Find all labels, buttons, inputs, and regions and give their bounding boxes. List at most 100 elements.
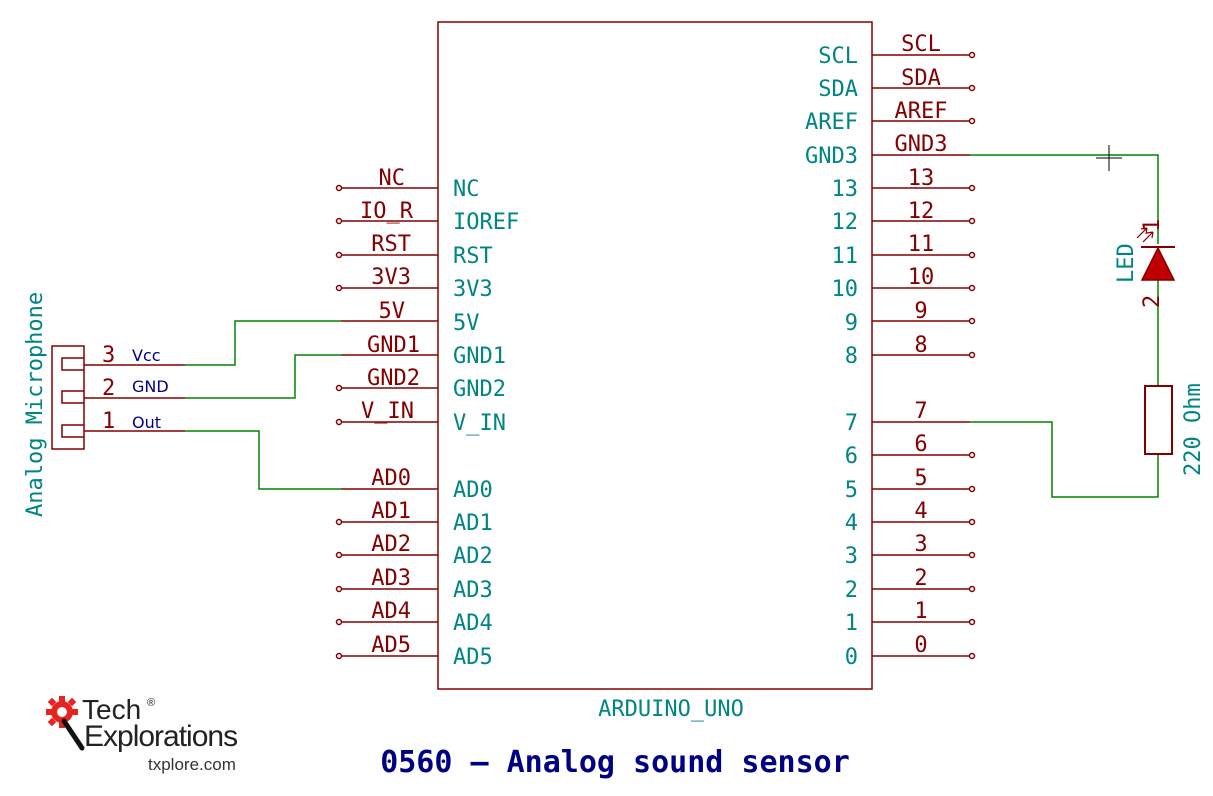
net-label-9: 9 — [914, 299, 927, 324]
net-label-gnd2: GND2 — [367, 366, 420, 391]
led-pin-2: 2 — [1140, 295, 1165, 308]
cursor-crosshair — [1096, 145, 1122, 171]
left-pin-labels: NC IOREF RST 3V3 5V GND1 GND2 V_IN AD0 A… — [453, 177, 519, 670]
pin-label-ad2: AD2 — [453, 544, 493, 569]
logo-word-explorations: Explorations — [84, 720, 237, 753]
pin-label-gnd1: GND1 — [453, 344, 506, 369]
diagram-title: 0560 — Analog sound sensor — [380, 745, 850, 780]
microphone-connector: 3 2 1 Vcc GND Out Analog Microphone — [23, 292, 185, 517]
net-label-7: 7 — [914, 399, 927, 424]
led-label: LED — [1114, 243, 1139, 283]
pin-label-3v3: 3V3 — [453, 277, 493, 302]
net-label-8: 8 — [914, 333, 927, 358]
pin-label-ad0: AD0 — [453, 478, 493, 503]
pin-label-9: 9 — [845, 311, 858, 336]
net-label-ad5: AD5 — [371, 633, 411, 658]
wire-pin7-resistor — [970, 421, 1159, 498]
wires — [185, 154, 1159, 498]
pin-label-0: 0 — [845, 645, 858, 670]
pin-label-rst: RST — [453, 244, 493, 269]
net-label-ad2: AD2 — [371, 532, 411, 557]
led-symbol: 1 2 LED — [1114, 219, 1176, 308]
net-label-sda: SDA — [901, 66, 941, 91]
tech-explorations-logo: Tech ® Explorations txplore.com — [46, 694, 238, 774]
pin-label-11: 11 — [832, 244, 859, 269]
pin-label-ioref: IOREF — [453, 210, 519, 235]
pin-label-2: 2 — [845, 578, 858, 603]
net-label-io-r: IO_R — [360, 199, 414, 224]
net-label-5: 5 — [914, 466, 927, 491]
resistor-label: 220 Ohm — [1181, 383, 1206, 476]
pin-label-sda: SDA — [818, 77, 858, 102]
net-label-v-in: V_IN — [361, 399, 414, 424]
net-label-12: 12 — [908, 199, 935, 224]
pin-label-scl: SCL — [818, 44, 858, 69]
pin-label-nc: NC — [453, 177, 480, 202]
right-pin-labels: SCL SDA AREF GND3 13 12 11 10 9 8 7 6 5 … — [805, 44, 858, 670]
mic-pin-num-2: 2 — [102, 376, 115, 401]
pin-label-3: 3 — [845, 544, 858, 569]
mic-pin-name-gnd: GND — [132, 377, 169, 396]
mic-pin-name-vcc: Vcc — [132, 346, 161, 365]
pin-label-5: 5 — [845, 478, 858, 503]
net-label-ad1: AD1 — [371, 499, 411, 524]
resistor-symbol: 220 Ohm — [1144, 383, 1206, 476]
right-pin-lines — [872, 51, 976, 660]
pin-label-gnd2: GND2 — [453, 377, 506, 402]
net-label-aref: AREF — [895, 99, 948, 124]
net-label-gnd1: GND1 — [367, 333, 420, 358]
net-label-10: 10 — [908, 265, 935, 290]
pin-label-aref: AREF — [805, 110, 858, 135]
pin-label-ad5: AD5 — [453, 645, 493, 670]
left-net-labels: NC IO_R RST 3V3 5V GND1 GND2 V_IN AD0 AD… — [360, 166, 420, 658]
pin-label-10: 10 — [832, 277, 859, 302]
net-label-1: 1 — [914, 599, 927, 624]
pin-label-ad1: AD1 — [453, 511, 493, 536]
mic-pin-name-out: Out — [132, 413, 161, 432]
net-label-11: 11 — [908, 232, 935, 257]
wire-gnd-gnd1 — [185, 354, 341, 399]
pin-label-6: 6 — [845, 444, 858, 469]
microphone-label: Analog Microphone — [23, 292, 48, 517]
pin-label-1: 1 — [845, 611, 858, 636]
pin-label-12: 12 — [832, 210, 859, 235]
mic-pin-num-3: 3 — [102, 343, 115, 368]
net-label-rst: RST — [371, 232, 411, 257]
gear-icon — [46, 696, 85, 751]
wire-vcc-5v — [185, 320, 341, 366]
net-label-scl: SCL — [901, 32, 941, 57]
registered-mark: ® — [147, 697, 155, 709]
net-label-5v: 5V — [379, 299, 406, 324]
pin-label-4: 4 — [845, 511, 858, 536]
net-label-2: 2 — [914, 566, 927, 591]
net-label-nc: NC — [379, 166, 406, 191]
wire-out-ad0 — [185, 430, 341, 490]
net-label-6: 6 — [914, 432, 927, 457]
net-label-ad0: AD0 — [371, 466, 411, 491]
pin-label-ad3: AD3 — [453, 578, 493, 603]
pin-label-ad4: AD4 — [453, 611, 493, 636]
mic-pin-num-1: 1 — [102, 409, 115, 434]
net-label-13: 13 — [908, 166, 935, 191]
logo-word-tech: Tech — [82, 694, 141, 725]
right-net-labels: SCL SDA AREF GND3 13 12 11 10 9 8 7 6 5 … — [895, 32, 948, 658]
pin-label-7: 7 — [845, 411, 858, 436]
pin-label-5v: 5V — [453, 311, 480, 336]
pin-label-gnd3: GND3 — [805, 144, 858, 169]
led-pin-1: 1 — [1140, 219, 1165, 232]
left-pin-lines — [335, 184, 438, 660]
logo-url: txplore.com — [148, 755, 236, 774]
net-label-3v3: 3V3 — [371, 265, 411, 290]
net-label-ad3: AD3 — [371, 566, 411, 591]
net-label-4: 4 — [914, 499, 927, 524]
net-label-gnd3: GND3 — [895, 132, 948, 157]
wire-gnd3-led — [970, 154, 1159, 244]
net-label-ad4: AD4 — [371, 599, 411, 624]
pin-label-vin: V_IN — [453, 411, 506, 436]
net-label-0: 0 — [914, 633, 927, 658]
pin-label-13: 13 — [832, 177, 859, 202]
board-name: ARDUINO_UNO — [598, 697, 744, 722]
pin-label-8: 8 — [845, 344, 858, 369]
net-label-3: 3 — [914, 532, 927, 557]
